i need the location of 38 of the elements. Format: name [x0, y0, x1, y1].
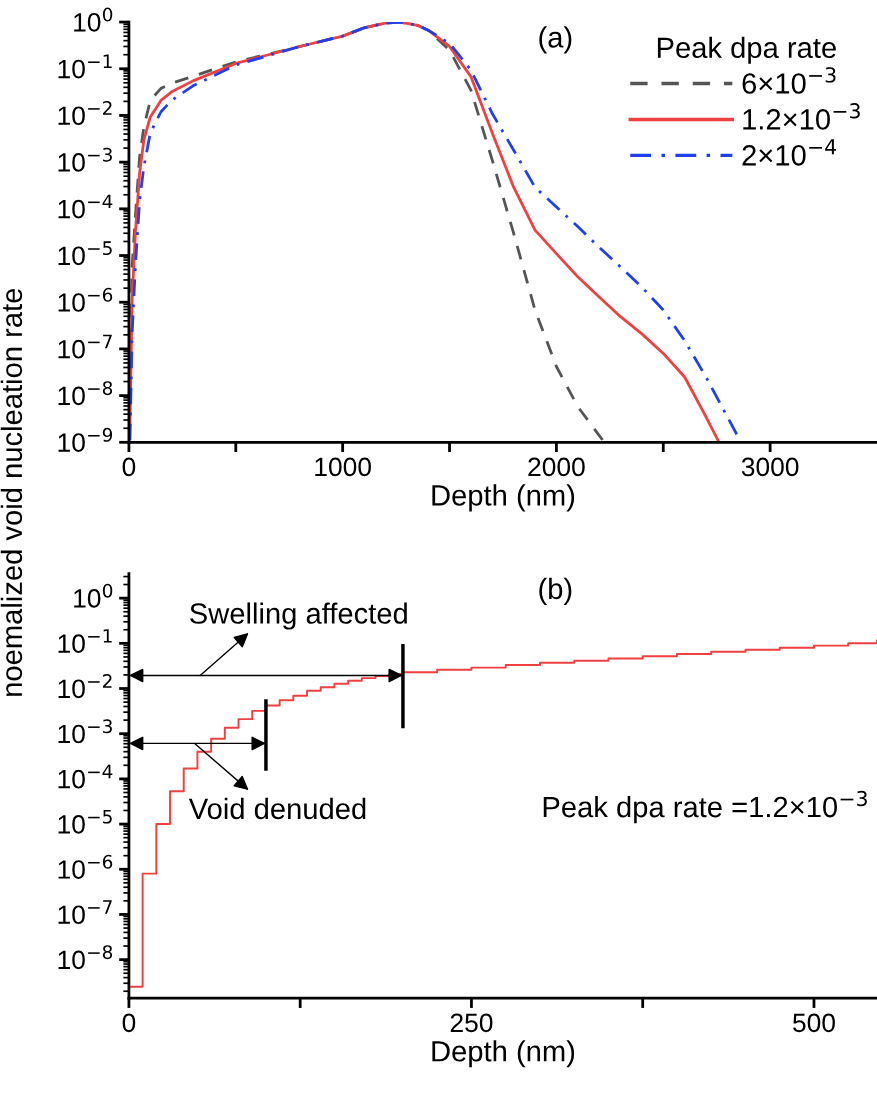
y-tick-label: 10$^{−8}$	[58, 945, 113, 970]
x-tick-label: 3000	[741, 457, 799, 477]
y-tick-label: 10$^{−2}$	[58, 101, 112, 126]
x-tick-label: 1000	[315, 457, 371, 477]
y-tick-label: 10$^{−3}$	[58, 147, 112, 172]
y-tick-label: 10$^{−2}$	[58, 674, 112, 699]
annotation: (b)	[539, 577, 572, 605]
y-tick-label: 10$^{−1}$	[58, 629, 112, 653]
y-tick-label: 10$^{−6}$	[58, 854, 113, 879]
y-tick-label: 10$^{−7}$	[58, 334, 112, 359]
y-tick-label: 10$^{−4}$	[58, 764, 113, 789]
legend-label: 6×10$^{−3}$	[742, 67, 836, 94]
legend-label: 2×10$^{−4}$	[742, 139, 837, 166]
y-tick-label: 10$^{−6}$	[58, 287, 113, 312]
y-tick-label: 10$^{−3}$	[58, 719, 112, 744]
y-tick-label: 10$^{−8}$	[58, 381, 113, 406]
x-axis-title: Depth (nm)	[432, 1040, 575, 1068]
x-tick-label: 2000	[528, 457, 585, 477]
y-tick-label: 10$^{−5}$	[58, 241, 112, 266]
x-tick-label: 0	[122, 1013, 136, 1033]
x-tick-label: 250	[450, 1013, 493, 1033]
x-tick-label: 0	[122, 457, 136, 477]
legend-label: 1.2×10$^{−3}$	[743, 103, 860, 130]
y-tick-label: 10$^{−9}$	[58, 427, 113, 452]
x-axis-title: Depth (nm)	[432, 484, 575, 512]
y-tick-label: 10$^{−4}$	[58, 194, 113, 219]
ref-line-label: Void denuded	[188, 797, 366, 820]
y-tick-label: 10$^{−7}$	[58, 900, 112, 925]
ref-line-label: Swelling affected	[190, 602, 407, 630]
y-tick-label: 10$^{−5}$	[58, 809, 112, 834]
y-tick-label: 10$^{0}$	[74, 7, 113, 32]
y-axis-title: noemalized void nucleation rate	[0, 288, 23, 696]
annotation: (a)	[539, 26, 572, 54]
y-tick-label: 10$^{0}$	[74, 583, 113, 608]
legend-title: Peak dpa rate	[657, 36, 836, 64]
y-tick-label: 10$^{−1}$	[58, 54, 112, 79]
annotation: Peak dpa rate =1.2×10$^{−3}$	[543, 790, 867, 824]
x-tick-label: 500	[793, 1013, 835, 1033]
